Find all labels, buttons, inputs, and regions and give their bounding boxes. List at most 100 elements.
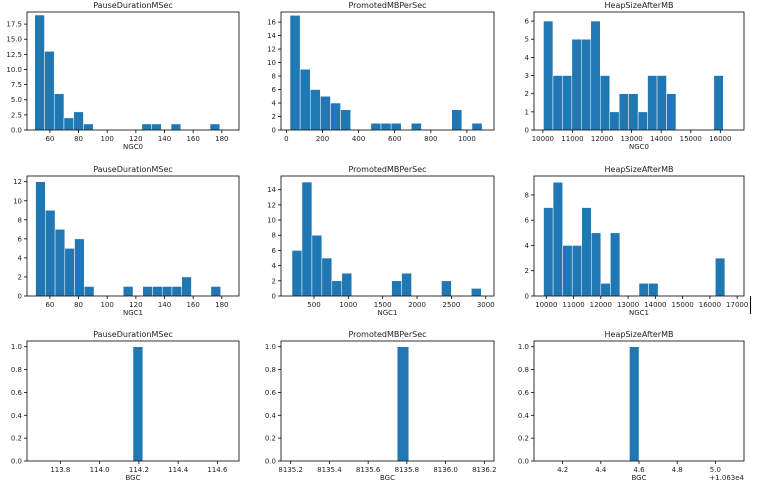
histogram-bar [142,286,153,297]
x-tick-label: 8135.4 [317,466,342,474]
x-axis-label: NGC0 [629,143,649,151]
histogram-bar [321,257,333,297]
histogram-bar [301,181,313,297]
histogram-bar [123,286,134,297]
x-tick-label: 80 [74,135,83,143]
x-tick-label: 800 [424,135,437,143]
y-tick-label: 14 [267,32,276,40]
axes-frame [26,175,240,297]
histogram-bar [591,232,602,297]
y-tick-label: 14 [267,186,276,194]
x-tick-label: 14000 [644,301,666,309]
histogram-bar [390,123,402,131]
histogram-bar [441,280,452,297]
axes-frame [280,175,495,297]
histogram-bar [141,123,152,131]
histogram-bar [209,123,221,131]
histogram-bar [609,111,620,131]
chart-title: PauseDurationMSec [93,165,173,174]
y-tick-label: 5.0 [11,96,22,104]
histogram-bar [311,234,323,297]
histogram-bar [73,111,84,131]
histogram-bar [291,250,303,297]
histogram-bar [543,207,554,297]
x-tick-label: 13000 [620,135,642,143]
y-tick-label: 16 [267,19,276,27]
x-tick-label: 140 [158,135,171,143]
chart-title: PromotedMBPerSec [348,165,426,174]
axes-frame [26,340,240,462]
x-axis-label: NGC1 [629,309,649,317]
x-tick-label: 16000 [709,135,731,143]
histogram-panel: 10000 11000 12000 13000 14000 15000 16000 0 1 2 3 4… [525,1,745,151]
histogram-bar [64,248,75,297]
x-axis-label: BGC [126,474,141,482]
x-tick-label: 8136.0 [433,466,458,474]
x-tick-label: 114.6 [207,466,228,474]
x-tick-label: 60 [45,301,54,309]
y-tick-label: 4 [272,262,277,270]
x-tick-label: 8135.8 [395,466,420,474]
histogram-bar [380,123,392,131]
histogram-panel: 8135.2 8135.4 8135.6 8135.8 8136.0 8136.2 0.0 0… [265,330,497,482]
histogram-panel: 60 80 100 120 140 160 180 0 2 4 6 8 10 12 PauseDuratio… [13,165,240,317]
histogram-bar [590,20,601,131]
histogram-panel: 113.8 114.0 114.2 114.4 114.6 0.0 0.2 0.4 0.6 0.8… [11,330,240,482]
y-tick-label: 12.5 [6,51,22,59]
y-tick-label: 0.0 [11,127,22,135]
y-tick-label: 10 [267,217,276,225]
histogram-bar [54,229,66,297]
y-tick-label: 0 [18,293,22,301]
y-tick-label: 0.0 [11,458,22,466]
histogram-bar [63,117,74,131]
x-tick-label: 2000 [408,301,426,309]
y-tick-label: 0.2 [518,435,529,443]
histogram-bar [289,15,301,131]
histogram-bar [647,75,658,131]
x-tick-label: 5.0 [710,466,721,474]
histogram-panel: 60 80 100 120 140 160 180 0.0 2.5 5.0 7.5 10.0 12.5 1… [6,1,240,151]
x-tick-label: 80 [74,301,83,309]
x-tick-label: 13000 [617,301,639,309]
x-tick-label: 4.4 [595,466,607,474]
x-tick-label: 15000 [680,135,702,143]
x-tick-label: 100 [101,135,114,143]
y-tick-label: 0.8 [265,366,276,374]
x-tick-label: 114.4 [168,466,189,474]
histogram-bar [600,283,611,297]
histogram-bar [571,38,582,131]
histogram-bar [132,346,144,462]
y-tick-label: 4 [272,100,277,108]
y-tick-label: 0 [272,127,276,135]
y-tick-label: 0.4 [518,412,530,420]
y-tick-label: 4 [525,54,530,62]
x-tick-label: 60 [45,135,54,143]
y-tick-label: 0.6 [518,389,530,397]
histogram-bar [170,123,182,131]
x-axis-label: NGC1 [123,309,143,317]
histogram-bar [35,181,46,297]
histogram-bar [330,102,341,131]
histogram-bar [391,280,402,297]
y-tick-label: 8 [272,73,276,81]
x-tick-label: 14000 [650,135,672,143]
histogram-bar [210,286,221,297]
histogram-bar [299,69,311,131]
histogram-bar [581,38,592,131]
histogram-bar [628,93,639,131]
y-tick-label: 0.8 [11,366,22,374]
x-tick-label: 17000 [726,301,748,309]
y-tick-label: 17.5 [6,21,22,29]
histogram-bar [562,75,573,131]
histogram-bar [341,272,353,297]
y-tick-label: 12 [13,178,22,186]
x-tick-label: 120 [129,135,142,143]
x-tick-label: 4.8 [672,466,683,474]
histogram-bar [600,75,610,131]
chart-title: HeapSizeAfterMB [605,1,674,10]
y-tick-label: 12 [267,201,276,209]
x-tick-label: 11000 [561,135,583,143]
x-tick-label: 10000 [535,301,557,309]
histogram-bar [618,93,629,131]
x-tick-label: 1500 [374,301,392,309]
